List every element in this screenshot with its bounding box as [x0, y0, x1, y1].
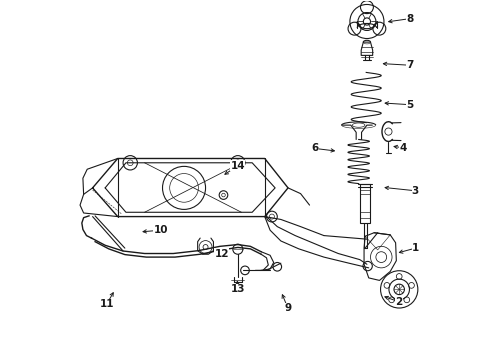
Text: 1: 1 [412, 243, 419, 253]
Text: 10: 10 [153, 225, 168, 235]
Text: 11: 11 [99, 299, 114, 309]
Text: 6: 6 [311, 143, 318, 153]
Text: 13: 13 [231, 284, 245, 294]
Bar [360, 184, 370, 223]
Text: 14: 14 [230, 161, 245, 171]
Text: 9: 9 [285, 303, 292, 314]
Text: 3: 3 [412, 186, 419, 196]
Text: 8: 8 [406, 14, 414, 24]
Text: 2: 2 [395, 297, 403, 307]
Text: 12: 12 [215, 248, 229, 258]
Text: 7: 7 [406, 60, 414, 70]
Text: 4: 4 [399, 143, 407, 153]
Text: 5: 5 [406, 100, 414, 110]
